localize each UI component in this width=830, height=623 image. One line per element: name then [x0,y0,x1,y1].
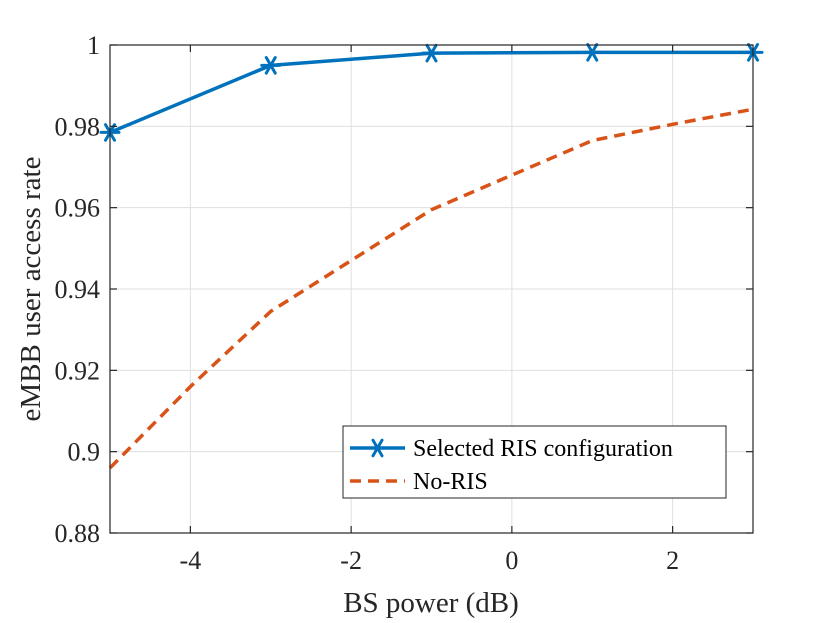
y-tick-label: 1 [87,31,100,60]
legend: Selected RIS configuration No-RIS [342,425,727,499]
y-tick-label: 0.92 [55,356,101,385]
legend-label-no-ris: No-RIS [413,469,488,495]
series-line-no-ris [108,107,754,470]
y-tick-label: 0.94 [55,275,101,304]
y-tick-label: 0.96 [55,194,101,223]
legend-box [342,425,727,499]
legend-label-selected-ris: Selected RIS configuration [413,436,673,462]
series-layer [99,43,764,470]
legend-marker-selected-ris [367,438,388,458]
axis-ticks: -4 -2 0 2 0.88 0.9 0.92 0.94 0.96 0.98 1 [55,31,753,575]
x-tick-label: 0 [505,546,518,575]
data-point-marker [581,43,603,62]
x-axis-label: BS power (dB) [343,587,519,619]
data-point-marker [421,43,442,63]
y-tick-label: 0.98 [55,112,101,141]
legend-asterisk-icon [367,438,388,458]
series-line-selected-ris [109,50,753,135]
x-tick-label: 2 [666,546,679,575]
y-tick-label: 0.88 [55,519,101,548]
x-tick-label: -4 [180,546,202,575]
data-point-marker [260,56,282,75]
y-axis-label: eMBB user access rate [15,157,47,422]
y-tick-label: 0.9 [68,438,101,467]
x-tick-label: -2 [340,546,362,575]
